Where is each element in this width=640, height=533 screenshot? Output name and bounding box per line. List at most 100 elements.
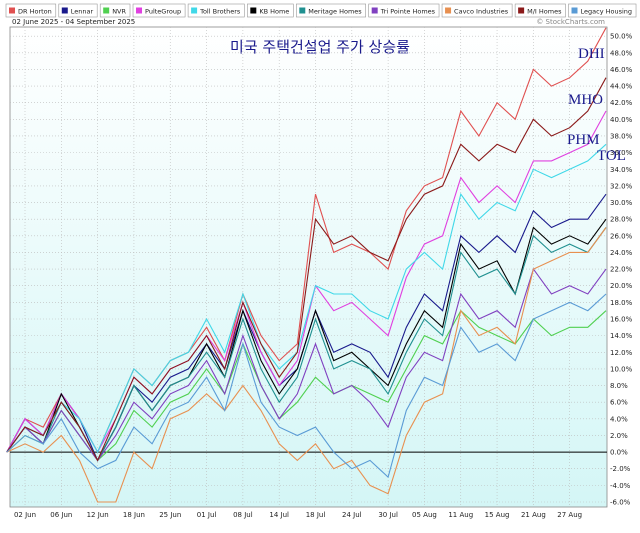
y-tick-label: 38.0% [610,132,633,140]
legend-label: Cavco Industries [454,8,509,16]
annotation: MHO [568,92,603,108]
legend-swatch [445,7,452,14]
y-tick-label: 50.0% [610,33,633,41]
y-tick-label: -6.0% [610,499,631,507]
x-tick-label: 12 Jun [87,511,109,519]
legend-box [441,3,513,18]
y-tick-label: 44.0% [610,83,633,91]
legend-label: DR Horton [18,8,52,16]
legend-label: PulteGroup [145,8,181,16]
legend-item: Toll Brothers [187,3,245,18]
legend-box [58,3,98,18]
legend-item: Cavco Industries [441,3,513,18]
series-line [6,293,607,479]
legend: DR Horton Lennar NVR PulteGroup Toll Brother… [5,3,637,18]
x-tick-label: 02 Jun [14,511,36,519]
lines [6,27,607,503]
series-line [6,267,607,462]
y-tick-label: 36.0% [610,149,633,157]
legend-swatch [136,7,143,14]
legend-item: NVR [99,3,131,18]
legend-box [5,3,57,18]
y-tick-label: 32.0% [610,182,633,190]
legend-swatch [103,7,110,14]
legend-item: Lennar [58,3,98,18]
x-tick-label: 05 Aug [412,511,437,519]
legend-box [514,3,566,18]
chart-title: 미국 주택건설업 주가 상승률 [230,38,410,56]
x-tick-label: 25 Jun [159,511,181,519]
y-tick-label: 46.0% [610,66,633,74]
legend-box [187,3,245,18]
y-tick-label: -4.0% [610,482,631,490]
annotation: PHM [567,132,600,148]
series-line [6,143,607,454]
legend-label: KB Home [259,8,289,16]
x-tick-label: 21 Aug [521,511,546,519]
subtitle: 02 June 2025 - 04 September 2025 [12,18,135,26]
y-tick-label: 22.0% [610,266,633,274]
y-tick-label: 20.0% [610,282,633,290]
series-line [6,227,607,503]
grid [10,27,607,507]
x-tick-label: 08 Jul [233,511,253,519]
annotation: DHI [578,46,605,62]
legend-label: NVR [112,8,126,16]
legend-item: PulteGroup [132,3,186,18]
series-line [6,309,607,462]
legend-label: M/I Homes [527,8,562,16]
y-tick-label: 0.0% [610,449,628,457]
x-tick-label: 27 Aug [557,511,582,519]
y-tick-label: -2.0% [610,465,631,473]
legend-item: Meritage Homes [295,3,366,18]
legend-label: Toll Brothers [199,8,241,16]
x-tick-label: 30 Jul [378,511,398,519]
y-tick-label: 12.0% [610,349,633,357]
legend-label: Lennar [71,8,94,16]
annotation: TOL [597,148,626,164]
legend-item: Legacy Housing [568,3,637,18]
y-tick-label: 28.0% [610,216,633,224]
y-tick-label: 48.0% [610,49,633,57]
legend-item: M/I Homes [514,3,566,18]
y-tick-label: 30.0% [610,199,633,207]
x-tick-label: 14 Jul [269,511,289,519]
y-tick-label: 24.0% [610,249,633,257]
y-tick-label: 10.0% [610,365,633,373]
legend-box [247,3,294,18]
y-tick-label: 34.0% [610,166,633,174]
y-tick-label: 16.0% [610,315,633,323]
legend-box [295,3,366,18]
y-tick-label: 8.0% [610,382,628,390]
x-tick-label: 15 Aug [485,511,510,519]
legend-swatch [191,7,198,14]
series-line [6,77,607,462]
legend-item: KB Home [247,3,294,18]
x-tick-label: 18 Jun [123,511,145,519]
legend-swatch [250,7,257,14]
legend-swatch [9,7,15,14]
legend-label: Legacy Housing [581,8,633,16]
series-line [6,110,607,454]
y-tick-label: 14.0% [610,332,633,340]
x-tick-label: 01 Jul [197,511,217,519]
y-tick-label: 40.0% [610,116,633,124]
legend-swatch [61,7,68,14]
legend-item: DR Horton [5,3,57,18]
source: © StockCharts.com [536,18,605,26]
y-tick-label: 42.0% [610,99,633,107]
y-tick-label: 18.0% [610,299,633,307]
y-tick-label: 26.0% [610,232,633,240]
legend-box [99,3,131,18]
legend-swatch [299,7,306,14]
legend-swatch [571,7,578,14]
legend-box [132,3,186,18]
legend-box [568,3,637,18]
y-tick-label: 4.0% [610,415,628,423]
x-tick-label: 24 Jul [342,511,362,519]
x-tick-label: 11 Aug [448,511,473,519]
y-tick-label: 6.0% [610,399,628,407]
legend-swatch [518,7,525,14]
